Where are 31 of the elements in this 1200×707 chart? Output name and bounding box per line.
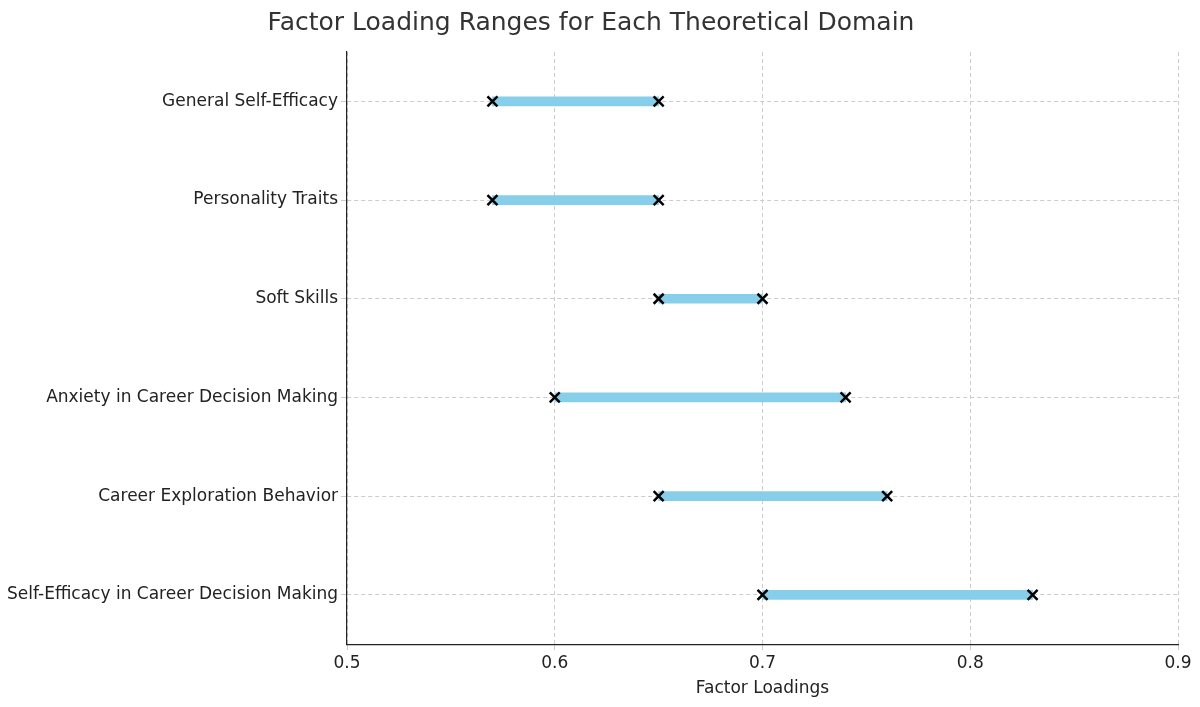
- point: [880, 489, 894, 503]
- x-tick-label: 0.7: [748, 651, 777, 672]
- y-tick-label: Anxiety in Career Decision Making: [46, 385, 339, 406]
- point: [839, 391, 852, 404]
- point: [652, 193, 665, 207]
- bar: [492, 96, 659, 107]
- point: [652, 95, 665, 108]
- y-tick-label: Career Exploration Behavior: [98, 484, 339, 505]
- x-tick-label: 0.6: [541, 651, 569, 672]
- bar: [762, 590, 1033, 600]
- bar: [554, 392, 846, 403]
- y-tick-label: Soft Skills: [255, 287, 339, 308]
- x-tick-label: 0.9: [1164, 651, 1192, 672]
- point: [1026, 588, 1039, 602]
- y-tick-label: Personality Traits: [193, 188, 339, 209]
- y-tick-label: Self-Efficacy in Career Decision Making: [7, 583, 339, 604]
- chart-title: Factor Loading Ranges for Each Theoretical Domain: [267, 6, 915, 36]
- x-axis-title: Factor Loadings: [695, 677, 830, 698]
- point: [548, 391, 562, 404]
- point: [652, 489, 665, 503]
- x-tick-label: 0.5: [333, 651, 361, 672]
- bar: [658, 293, 763, 304]
- x-tick-label: 0.8: [956, 651, 984, 672]
- point: [486, 193, 499, 207]
- point: [652, 292, 665, 305]
- point: [486, 95, 499, 108]
- bar: [492, 195, 659, 205]
- bar: [658, 491, 888, 501]
- y-tick-label: General Self-Efficacy: [162, 89, 339, 110]
- point: [756, 588, 769, 602]
- point: [756, 292, 769, 305]
